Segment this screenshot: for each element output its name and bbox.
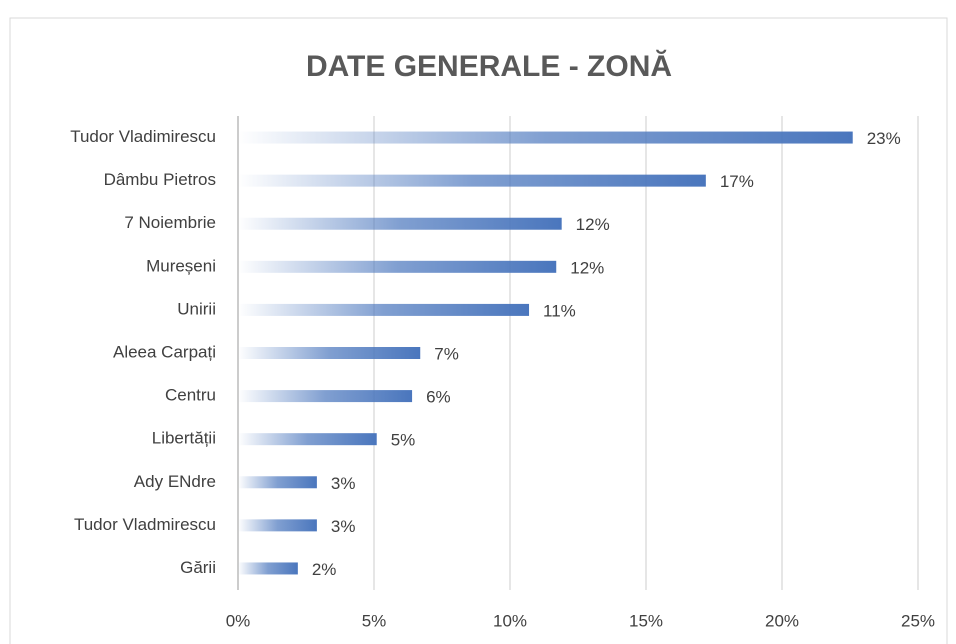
- y-tick-label: Tudor Vladimirescu: [70, 127, 216, 146]
- y-tick-label: Gării: [180, 558, 216, 577]
- data-label: 12%: [576, 215, 610, 234]
- y-tick-label: Dâmbu Pietros: [104, 170, 216, 189]
- data-label: 12%: [570, 258, 604, 277]
- data-label: 3%: [331, 474, 356, 493]
- bar: [238, 476, 317, 489]
- x-tick-label: 20%: [765, 611, 799, 630]
- y-tick-label: Libertății: [152, 429, 216, 448]
- y-tick-label: Mureșeni: [146, 256, 216, 275]
- y-tick-label: Unirii: [177, 299, 216, 318]
- data-label: 6%: [426, 388, 451, 407]
- bar: [238, 562, 298, 575]
- y-tick-label: Tudor Vladmirescu: [74, 515, 216, 534]
- data-label: 5%: [391, 431, 416, 450]
- data-label: 11%: [543, 301, 576, 320]
- y-tick-label: Aleea Carpați: [113, 342, 216, 361]
- bar: [238, 433, 377, 446]
- y-tick-label: Centru: [165, 386, 216, 405]
- x-tick-label: 5%: [362, 611, 387, 630]
- x-tick-label: 10%: [493, 611, 527, 630]
- bar: [238, 217, 562, 230]
- bar: [238, 303, 530, 316]
- data-label: 7%: [434, 344, 459, 363]
- bar: [238, 174, 706, 187]
- x-tick-label: 0%: [226, 611, 251, 630]
- bar: [238, 519, 317, 532]
- chart-frame: [9, 17, 948, 644]
- bar: [238, 131, 853, 144]
- y-tick-label: 7 Noiembrie: [124, 213, 216, 232]
- y-tick-label: Ady ENdre: [134, 472, 216, 491]
- chart-title: DATE GENERALE - ZONĂ: [306, 49, 672, 83]
- data-label: 23%: [867, 129, 901, 148]
- data-label: 3%: [331, 517, 356, 536]
- x-tick-label: 25%: [901, 611, 935, 630]
- data-label: 17%: [720, 172, 754, 191]
- bar: [238, 347, 421, 359]
- bar: [238, 260, 557, 273]
- data-label: 2%: [312, 560, 337, 579]
- x-tick-label: 15%: [629, 611, 663, 630]
- bar: [238, 390, 413, 403]
